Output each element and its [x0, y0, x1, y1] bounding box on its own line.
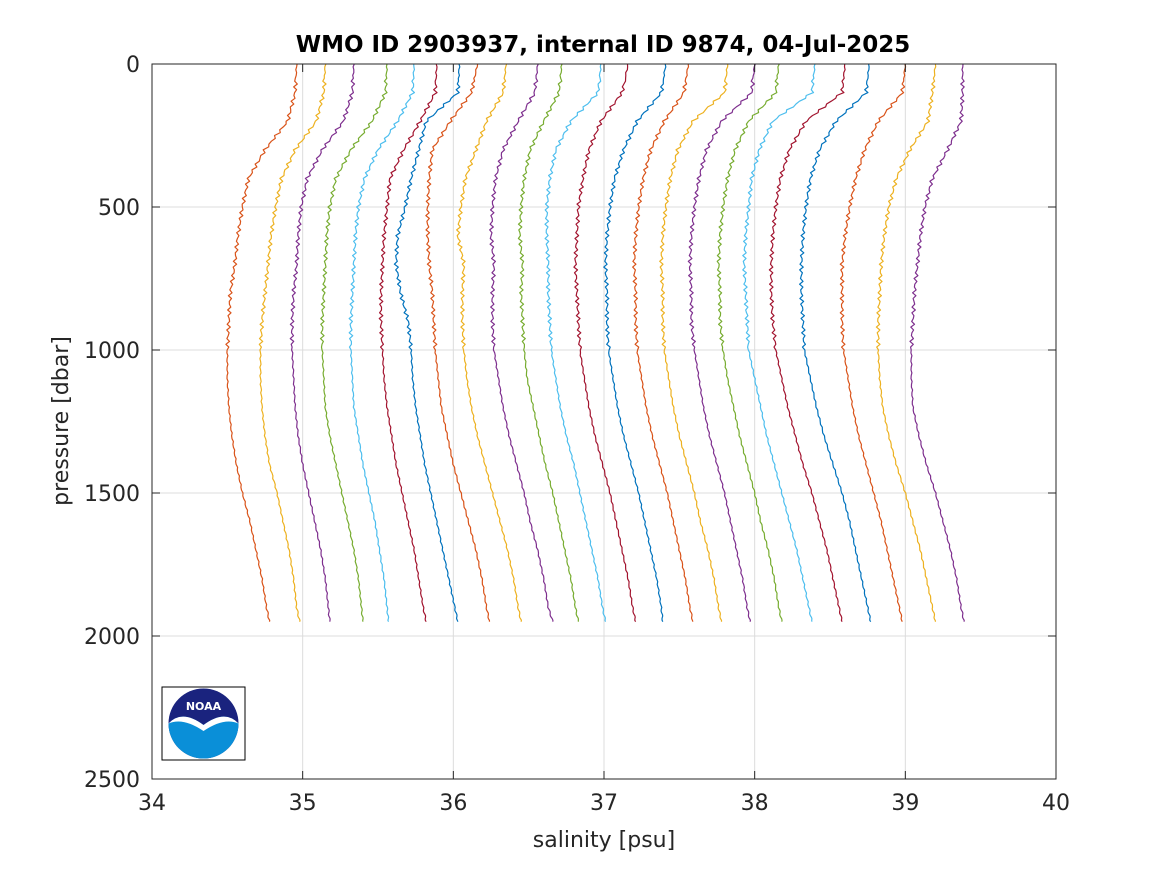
noaa-logo: NOAA — [161, 686, 246, 761]
salinity-profile-line — [603, 63, 667, 622]
noaa-logo-text: NOAA — [186, 700, 222, 713]
y-tick-label: 2000 — [84, 625, 140, 650]
salinity-profile-line — [632, 63, 694, 622]
x-tick-label: 38 — [741, 791, 769, 816]
salinity-profile-line — [799, 63, 872, 623]
x-axis: 34 35 36 37 38 39 40 — [138, 64, 1070, 816]
salinity-profile-line — [393, 63, 461, 622]
salinity-profile-line — [456, 63, 522, 622]
y-axis: 0 500 1000 1500 2000 2500 — [84, 53, 1056, 793]
salinity-profile-line — [909, 63, 965, 622]
y-tick-label: 0 — [126, 53, 140, 78]
salinity-profile-line — [687, 63, 756, 622]
salinity-profile-line — [319, 63, 388, 622]
y-tick-label: 2500 — [84, 768, 140, 793]
profile-lines — [225, 63, 965, 623]
salinity-profile-line — [544, 63, 607, 622]
salinity-profile-line — [875, 63, 937, 622]
x-tick-label: 40 — [1042, 791, 1070, 816]
salinity-profile-line — [258, 63, 327, 622]
x-tick-label: 35 — [289, 791, 317, 816]
salinity-profile-line — [573, 63, 637, 622]
x-tick-label: 34 — [138, 791, 166, 816]
salinity-profile-line — [716, 63, 783, 622]
chart-title: WMO ID 2903937, internal ID 9874, 04-Jul… — [296, 32, 911, 58]
salinity-profile-line — [225, 63, 298, 622]
salinity-profile-line — [289, 63, 356, 622]
x-tick-label: 37 — [590, 791, 618, 816]
salinity-profile-line — [742, 63, 816, 622]
x-axis-label: salinity [psu] — [533, 828, 675, 853]
salinity-profile-line — [489, 63, 554, 622]
salinity-profile-line — [425, 63, 491, 622]
y-axis-label: pressure [dbar] — [49, 336, 74, 506]
y-tick-label: 500 — [98, 196, 140, 221]
salinity-profile-line — [378, 63, 438, 623]
salinity-profile-line — [348, 63, 415, 622]
salinity-profile-line — [768, 63, 846, 622]
y-tick-label: 1000 — [84, 339, 140, 364]
grid — [152, 64, 1056, 779]
y-tick-label: 1500 — [84, 482, 140, 507]
salinity-profile-line — [517, 63, 579, 622]
x-tick-label: 39 — [891, 791, 919, 816]
salinity-profile-line — [839, 63, 907, 622]
salinity-profile-line — [659, 63, 729, 622]
x-tick-label: 36 — [439, 791, 467, 816]
